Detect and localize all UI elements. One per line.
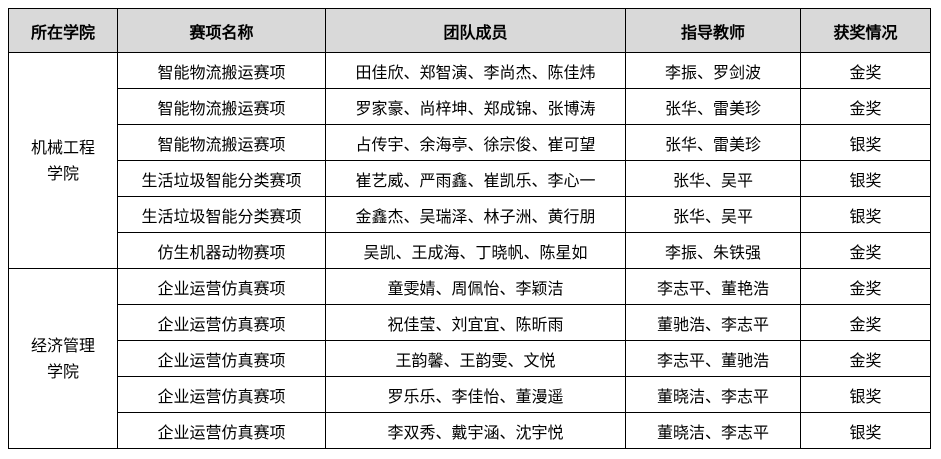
award-cell: 银奖 (800, 160, 931, 197)
table-row: 生活垃圾智能分类赛项 崔艺威、严雨鑫、崔凯乐、李心一 张华、吴平 银奖 (9, 160, 931, 197)
event-cell: 生活垃圾智能分类赛项 (117, 196, 326, 233)
header-event: 赛项名称 (117, 8, 326, 53)
table-row: 智能物流搬运赛项 罗家豪、尚梓坤、郑成锦、张博涛 张华、雷美珍 金奖 (9, 88, 931, 125)
header-college: 所在学院 (8, 8, 118, 53)
event-cell: 生活垃圾智能分类赛项 (117, 160, 326, 197)
award-cell: 银奖 (800, 196, 931, 233)
advisors-cell: 董驰浩、李志平 (625, 304, 801, 341)
advisors-cell: 李振、罗剑波 (625, 52, 801, 89)
college-name-line: 学院 (46, 163, 79, 183)
event-cell: 智能物流搬运赛项 (117, 88, 326, 125)
college-name-line: 经济管理 (30, 335, 95, 355)
table-row: 经济管理 学院 企业运营仿真赛项 童雯婧、周佩怡、李颖洁 李志平、董艳浩 金奖 (8, 268, 931, 449)
members-cell: 童雯婧、周佩怡、李颖洁 (325, 268, 626, 305)
event-cell: 企业运营仿真赛项 (117, 340, 326, 377)
award-cell: 金奖 (800, 88, 931, 125)
event-cell: 企业运营仿真赛项 (117, 304, 326, 341)
members-cell: 李双秀、戴宇涵、沈宇悦 (325, 412, 626, 449)
members-cell: 占传宇、余海亭、徐宗俊、崔可望 (325, 124, 626, 161)
award-cell: 金奖 (800, 340, 931, 377)
table-row: 仿生机器动物赛项 吴凯、王成海、丁晓帆、陈星如 李振、朱铁强 金奖 (9, 232, 931, 269)
award-cell: 金奖 (800, 52, 931, 89)
table-row: 机械工程 学院 智能物流搬运赛项 田佳欣、郑智演、李尚杰、陈佳炜 李振、罗剑波 金奖 (8, 52, 931, 269)
members-cell: 罗家豪、尚梓坤、郑成锦、张博涛 (325, 88, 626, 125)
table-row: 生活垃圾智能分类赛项 金鑫杰、吴瑞泽、林子洲、黄行朋 张华、吴平 银奖 (9, 196, 931, 233)
advisors-cell: 张华、吴平 (625, 160, 801, 197)
header-row: 所在学院 赛项名称 团队成员 指导教师 获奖情况 (8, 8, 931, 53)
college-cell: 机械工程 学院 (8, 52, 118, 269)
advisors-cell: 李志平、董驰浩 (625, 340, 801, 377)
table-row: 企业运营仿真赛项 罗乐乐、李佳怡、董漫遥 董晓洁、李志平 银奖 (9, 376, 931, 413)
header-members: 团队成员 (325, 8, 626, 53)
event-cell: 企业运营仿真赛项 (117, 268, 326, 305)
award-cell: 银奖 (800, 376, 931, 413)
advisors-cell: 董晓洁、李志平 (625, 412, 801, 449)
members-cell: 王韵馨、王韵雯、文悦 (325, 340, 626, 377)
college-name-line: 学院 (46, 361, 79, 381)
members-cell: 田佳欣、郑智演、李尚杰、陈佳炜 (325, 52, 626, 89)
members-cell: 罗乐乐、李佳怡、董漫遥 (325, 376, 626, 413)
advisors-cell: 张华、雷美珍 (625, 124, 801, 161)
event-cell: 智能物流搬运赛项 (117, 124, 326, 161)
event-cell: 企业运营仿真赛项 (117, 412, 326, 449)
award-cell: 金奖 (800, 268, 931, 305)
award-cell: 金奖 (800, 304, 931, 341)
table-row: 企业运营仿真赛项 李双秀、戴宇涵、沈宇悦 董晓洁、李志平 银奖 (9, 412, 931, 449)
advisors-cell: 张华、雷美珍 (625, 88, 801, 125)
award-cell: 金奖 (800, 232, 931, 269)
event-cell: 仿生机器动物赛项 (117, 232, 326, 269)
awards-table: 所在学院 赛项名称 团队成员 指导教师 获奖情况 机械工程 学院 智能物流搬运赛项田… (8, 8, 931, 449)
event-cell: 企业运营仿真赛项 (117, 376, 326, 413)
table-row: 企业运营仿真赛项 祝佳莹、刘宜宜、陈昕雨 董驰浩、李志平 金奖 (9, 304, 931, 341)
college-name-line: 机械工程 (30, 137, 95, 157)
table-row: 智能物流搬运赛项 占传宇、余海亭、徐宗俊、崔可望 张华、雷美珍 银奖 (9, 124, 931, 161)
event-cell: 智能物流搬运赛项 (117, 52, 326, 89)
header-award: 获奖情况 (800, 8, 931, 53)
award-cell: 银奖 (800, 124, 931, 161)
advisors-cell: 董晓洁、李志平 (625, 376, 801, 413)
advisors-cell: 李志平、董艳浩 (625, 268, 801, 305)
members-cell: 崔艺威、严雨鑫、崔凯乐、李心一 (325, 160, 626, 197)
header-advisors: 指导教师 (625, 8, 801, 53)
members-cell: 吴凯、王成海、丁晓帆、陈星如 (325, 232, 626, 269)
members-cell: 祝佳莹、刘宜宜、陈昕雨 (325, 304, 626, 341)
advisors-cell: 李振、朱铁强 (625, 232, 801, 269)
college-cell: 经济管理 学院 (8, 268, 118, 449)
members-cell: 金鑫杰、吴瑞泽、林子洲、黄行朋 (325, 196, 626, 233)
award-cell: 银奖 (800, 412, 931, 449)
advisors-cell: 张华、吴平 (625, 196, 801, 233)
table-row: 企业运营仿真赛项 王韵馨、王韵雯、文悦 李志平、董驰浩 金奖 (9, 340, 931, 377)
